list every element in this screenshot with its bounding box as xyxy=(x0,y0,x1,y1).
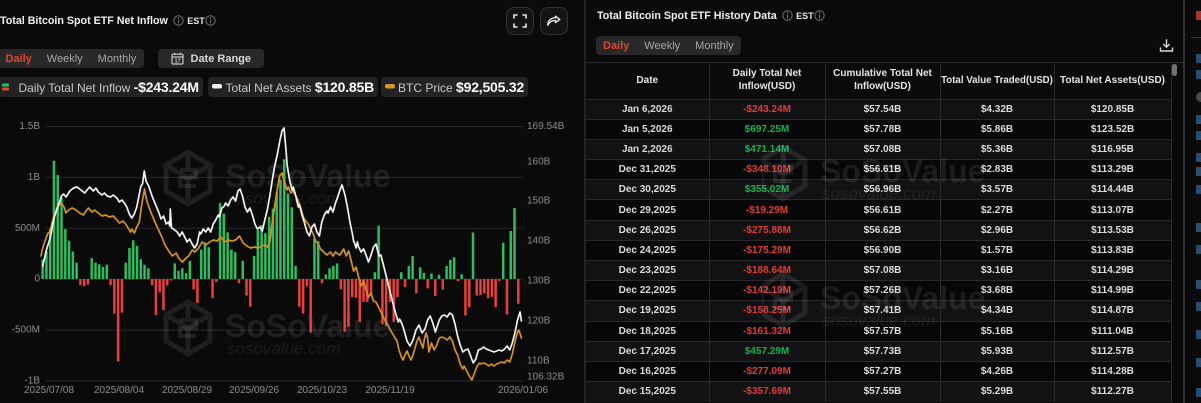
svg-text:0: 0 xyxy=(34,274,40,285)
svg-text:150B: 150B xyxy=(527,196,551,207)
svg-text:SoSoValue: SoSoValue xyxy=(225,158,390,194)
svg-text:-1B: -1B xyxy=(24,376,40,387)
svg-text:500M: 500M xyxy=(15,223,40,234)
svg-text:17: 17 xyxy=(174,59,180,65)
svg-text:2025/09/26: 2025/09/26 xyxy=(229,385,279,396)
svg-text:1.5B: 1.5B xyxy=(19,121,40,132)
svg-text:2025/11/19: 2025/11/19 xyxy=(365,385,415,396)
svg-text:160B: 160B xyxy=(527,157,551,168)
svg-text:2026/01/06: 2026/01/06 xyxy=(498,385,548,396)
svg-text:1B: 1B xyxy=(28,172,41,183)
svg-text:-500M: -500M xyxy=(12,325,40,336)
svg-text:169.54B: 169.54B xyxy=(527,121,565,132)
svg-text:2025/08/29: 2025/08/29 xyxy=(162,385,212,396)
svg-text:130B: 130B xyxy=(527,276,551,287)
svg-text:106.32B: 106.32B xyxy=(527,372,565,383)
svg-text:2025/08/04: 2025/08/04 xyxy=(94,385,144,396)
svg-text:120B: 120B xyxy=(527,316,551,327)
svg-text:SoSoValue: SoSoValue xyxy=(225,308,390,344)
svg-text:2025/07/08: 2025/07/08 xyxy=(24,385,74,396)
svg-text:110B: 110B xyxy=(527,356,550,367)
svg-text:140B: 140B xyxy=(527,236,551,247)
svg-text:sosovalue.com: sosovalue.com xyxy=(227,339,340,358)
svg-text:2025/10/23: 2025/10/23 xyxy=(297,385,347,396)
